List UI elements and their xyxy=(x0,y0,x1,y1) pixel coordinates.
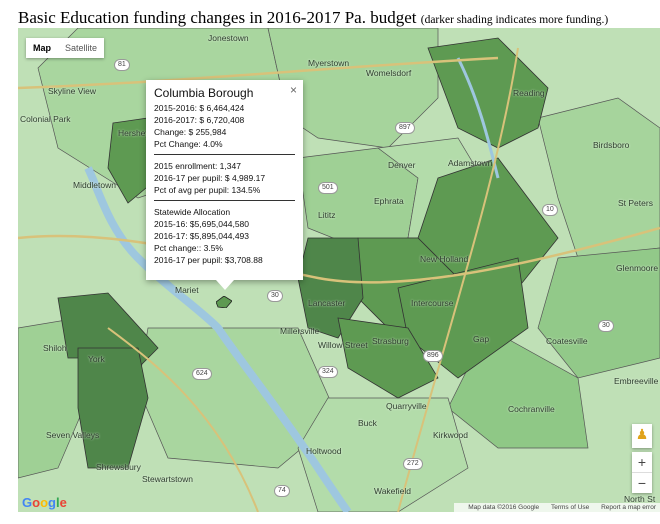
place-label: Glenmoore xyxy=(616,263,659,273)
place-label: Willow Street xyxy=(318,340,368,350)
info-line: Pct change:: 3.5% xyxy=(154,243,223,253)
region-quarryville xyxy=(297,397,469,512)
highway-30 xyxy=(18,226,660,284)
route-shield: 30 xyxy=(598,320,614,332)
district-name: Columbia Borough xyxy=(154,86,254,100)
map-attribution: Map data ©2016 Google Terms of Use Repor… xyxy=(454,503,660,512)
info-line: 2016-17 per pupil: $ 4,989.17 xyxy=(154,173,266,183)
info-line: 2015-2016: $ 6,464,424 xyxy=(154,103,245,113)
place-label: York xyxy=(88,354,105,364)
map-type-satellite-button[interactable]: Satellite xyxy=(65,43,98,53)
route-shield: 10 xyxy=(542,204,558,216)
place-label: Colonial Park xyxy=(20,114,71,124)
region-york xyxy=(77,347,149,469)
place-label: Reading xyxy=(513,88,545,98)
region-birdsboro xyxy=(537,97,660,259)
route-shield: 896 xyxy=(423,350,443,362)
place-label: Quarryville xyxy=(386,401,427,411)
highway-83 xyxy=(107,327,259,512)
place-label: Cochranville xyxy=(508,404,555,414)
region-reading xyxy=(427,37,549,149)
zoom-out-button[interactable]: − xyxy=(637,475,647,491)
place-label: Womelsdorf xyxy=(366,68,412,78)
map-regions xyxy=(18,28,660,512)
route-shield: 501 xyxy=(318,182,338,194)
place-label: Shrewsbury xyxy=(96,462,141,472)
zoom-in-button[interactable]: + xyxy=(637,454,647,470)
place-label: Kirkwood xyxy=(433,430,468,440)
place-label: Strasburg xyxy=(372,336,409,346)
close-icon[interactable]: × xyxy=(289,83,297,97)
place-label: Wakefield xyxy=(374,486,412,496)
place-label: Gap xyxy=(473,334,490,344)
info-line: 2016-17: $5,895,044,493 xyxy=(154,231,250,241)
place-label: North St xyxy=(624,494,656,504)
place-label: Intercourse xyxy=(411,298,454,308)
map-data-credit: Map data ©2016 Google xyxy=(468,504,540,511)
info-line: 2016-17 per pupil: $3,708.88 xyxy=(154,255,263,265)
place-label: Jonestown xyxy=(208,33,249,43)
place-label: Holtwood xyxy=(306,446,342,456)
place-label: Birdsboro xyxy=(593,140,630,150)
info-line: Statewide Allocation xyxy=(154,207,231,217)
route-shield: 81 xyxy=(114,59,130,71)
place-label: Shiloh xyxy=(43,343,67,353)
info-line: 2015 enrollment: 1,347 xyxy=(154,161,241,171)
place-label: Hershey xyxy=(118,128,150,138)
place-label: Seven Valleys xyxy=(46,430,100,440)
place-label: Coatesville xyxy=(546,336,588,346)
place-label: Lancaster xyxy=(308,298,346,308)
divider xyxy=(154,200,295,201)
title-subtitle: (darker shading indicates more funding.) xyxy=(420,14,609,26)
route-shield: 897 xyxy=(395,122,415,134)
place-label: Millersville xyxy=(280,326,320,336)
place-label: Embreeville xyxy=(614,376,659,386)
pegman-icon[interactable]: ♟ xyxy=(632,424,652,448)
route-shield: 324 xyxy=(318,366,338,378)
place-label: Denver xyxy=(388,160,416,170)
map-type-control: Map Satellite xyxy=(26,38,105,58)
place-label: Middletown xyxy=(73,180,116,190)
place-label: St Peters xyxy=(618,198,653,208)
place-label: Stewartstown xyxy=(142,474,194,484)
region-hershey xyxy=(107,117,159,204)
google-logo[interactable]: Google xyxy=(22,495,67,510)
selected-district-marker[interactable] xyxy=(216,296,232,308)
divider xyxy=(154,154,295,155)
route-shield: 624 xyxy=(192,368,212,380)
highway-222 xyxy=(397,47,519,512)
info-window: × Columbia Borough 2015-2016: $ 6,464,42… xyxy=(146,80,303,290)
place-label: New Holland xyxy=(420,254,469,264)
info-line: Pct Change: 4.0% xyxy=(154,139,223,149)
map-canvas[interactable]: Map Satellite Jonestown Myerstown Womels… xyxy=(18,28,660,512)
place-label: Ephrata xyxy=(374,196,404,206)
title-main: Basic Education funding changes in 2016-… xyxy=(18,8,417,27)
route-shield: 30 xyxy=(267,290,283,302)
info-line: 2016-2017: $ 6,720,408 xyxy=(154,115,245,125)
info-line: 2015-16: $5,695,044,580 xyxy=(154,219,250,229)
region-strasburg xyxy=(337,317,439,399)
place-label: Mariet xyxy=(175,285,199,295)
zoom-control: + − xyxy=(632,452,652,493)
zoom-divider xyxy=(632,472,652,473)
report-error-link[interactable]: Report a map error xyxy=(601,504,656,511)
place-label: Buck xyxy=(358,418,377,428)
place-label: Skyline View xyxy=(48,86,97,96)
place-label: Myerstown xyxy=(308,58,350,68)
highway-422 xyxy=(18,56,499,90)
route-shield: 74 xyxy=(274,485,290,497)
susquehanna-river xyxy=(84,166,352,512)
page-title: Basic Education funding changes in 2016-… xyxy=(18,8,608,28)
place-label: Adamstown xyxy=(448,158,493,168)
route-shield: 272 xyxy=(403,458,423,470)
info-line: Change: $ 255,984 xyxy=(154,127,227,137)
region-glenmoore xyxy=(537,247,660,379)
info-line: Pct of avg per pupil: 134.5% xyxy=(154,185,261,195)
terms-link[interactable]: Terms of Use xyxy=(550,504,590,511)
place-label: Lititz xyxy=(318,210,336,220)
map-type-map-button[interactable]: Map xyxy=(33,43,51,53)
